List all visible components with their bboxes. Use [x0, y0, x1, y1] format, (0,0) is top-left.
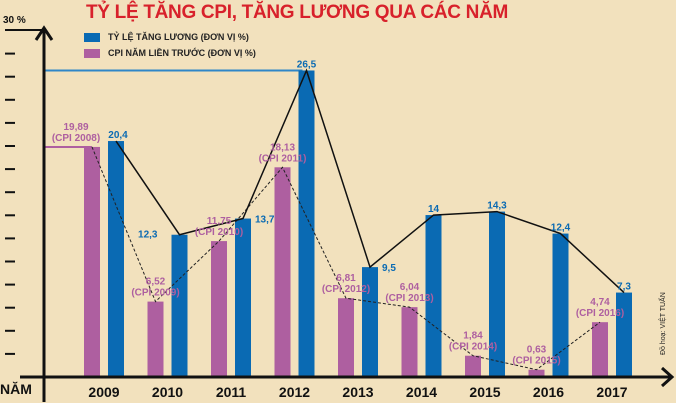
- data-label-salary: 12,3: [138, 230, 158, 241]
- bar-cpi-2015: [465, 355, 481, 377]
- data-label-cpi-year: (CPI 2013): [385, 293, 433, 304]
- data-label-cpi: 0,63: [527, 345, 547, 356]
- data-label-salary: 20,4: [108, 130, 128, 141]
- data-label-salary: 14: [428, 204, 440, 215]
- bar-cpi-2016: [528, 369, 545, 377]
- data-label-cpi: 18,13: [270, 142, 295, 153]
- x-tick-label: 2017: [596, 384, 627, 400]
- bar-cpi-2009: [84, 146, 100, 377]
- legend-label: TỶ LỆ TĂNG LƯƠNG (ĐƠN VỊ %): [108, 32, 249, 42]
- data-label-cpi: 11,75: [207, 216, 232, 227]
- legend: TỶ LỆ TĂNG LƯƠNG (ĐƠN VỊ %) CPI NĂM LIỀN…: [84, 29, 256, 61]
- bar-cpi-2017: [592, 322, 608, 377]
- bar-cpi-2013: [338, 298, 354, 377]
- bar-cpi-2011: [211, 241, 227, 377]
- data-label-salary: 13,7: [255, 215, 275, 226]
- data-label-cpi: 6,04: [400, 282, 420, 293]
- x-tick-label: 2011: [216, 384, 247, 400]
- bar-cpi-2010: [147, 301, 164, 377]
- y-axis-arrow: [34, 25, 54, 41]
- legend-item-salary: TỶ LỆ TĂNG LƯƠNG (ĐƠN VỊ %): [84, 29, 256, 45]
- line-salary: [115, 68, 625, 294]
- x-tick-label: 2014: [406, 384, 437, 400]
- x-tick-label: 2009: [88, 384, 119, 400]
- chart-title: TỶ LỆ TĂNG CPI, TĂNG LƯƠNG QUA CÁC NĂM: [86, 2, 509, 23]
- bar-salary-2014: [425, 215, 442, 377]
- legend-item-cpi: CPI NĂM LIỀN TRƯỚC (ĐƠN VỊ %): [84, 45, 256, 61]
- bar-cpi-2012: [274, 167, 291, 377]
- data-label-salary: 26,5: [297, 59, 317, 70]
- line-cpi: [91, 146, 601, 371]
- bar-salary-2012: [298, 70, 315, 377]
- legend-label: CPI NĂM LIỀN TRƯỚC (ĐƠN VỊ %): [108, 48, 256, 58]
- x-tick-label: 2016: [533, 384, 564, 400]
- legend-swatch: [84, 48, 100, 58]
- bar-cpi-2014: [401, 307, 418, 377]
- data-label-cpi-year: (CPI 2016): [576, 308, 624, 319]
- legend-swatch: [84, 32, 100, 42]
- x-axis-arrow: [660, 366, 675, 388]
- data-label-cpi: 19,89: [63, 122, 88, 133]
- data-label-cpi-year: (CPI 2015): [512, 356, 560, 367]
- bar-salary-2015: [489, 211, 505, 377]
- data-label-cpi-year: (CPI 2012): [322, 284, 370, 295]
- x-tick-label: 2012: [279, 384, 310, 400]
- data-label-cpi-year: (CPI 2009): [131, 288, 179, 299]
- data-label-salary: 14,3: [487, 201, 507, 212]
- data-label-cpi-year: (CPI 2008): [52, 133, 100, 144]
- y-axis-label: 30 %: [3, 15, 26, 26]
- bar-salary-2011: [235, 218, 251, 377]
- x-axis-label: NĂM: [0, 381, 32, 397]
- bar-salary-2016: [552, 233, 569, 377]
- data-label-cpi: 6,52: [146, 277, 166, 288]
- data-label-cpi-year: (CPI 2014): [449, 342, 497, 353]
- bar-salary-2013: [362, 267, 378, 377]
- x-tick-label: 2015: [469, 384, 500, 400]
- x-tick-label: 2013: [342, 384, 373, 400]
- data-label-salary: 9,5: [382, 263, 396, 274]
- data-label-salary: 12,4: [551, 223, 571, 234]
- credit: Đồ hoạ: VIỆT TUẤN: [660, 292, 667, 355]
- data-label-cpi-year: (CPI 2011): [259, 153, 307, 164]
- data-label-cpi-year: (CPI 2010): [195, 227, 243, 238]
- data-label-cpi: 4,74: [590, 297, 610, 308]
- bar-salary-2017: [616, 292, 632, 377]
- data-label-salary: 7,3: [617, 282, 631, 293]
- bar-salary-2009: [108, 141, 124, 377]
- data-label-cpi: 6,81: [336, 273, 356, 284]
- bar-salary-2010: [171, 234, 188, 377]
- data-label-cpi: 1,84: [463, 331, 483, 342]
- x-tick-label: 2010: [152, 384, 183, 400]
